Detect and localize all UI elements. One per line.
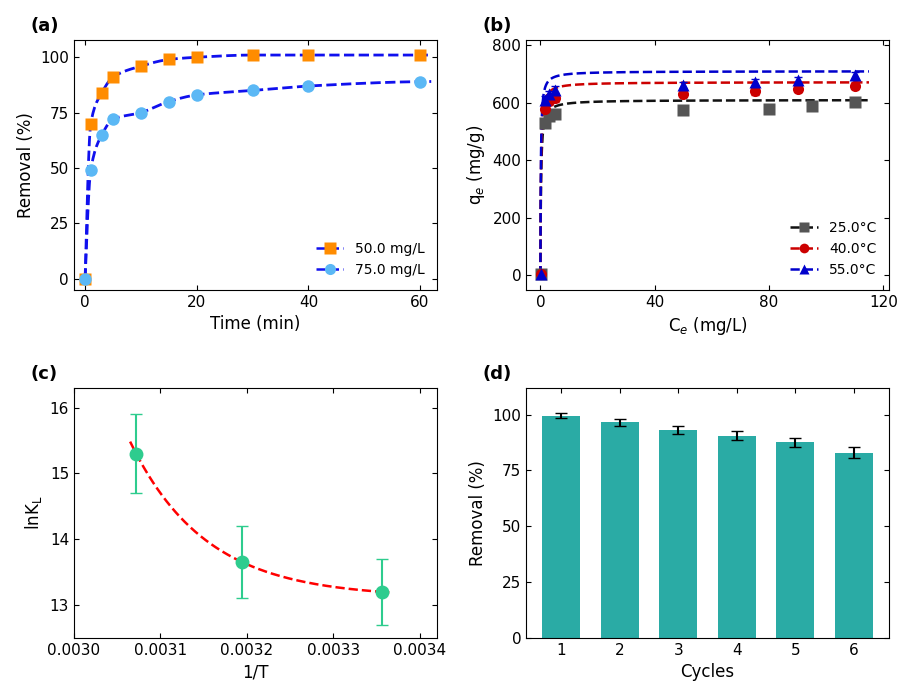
Text: (b): (b) [482,17,512,34]
Y-axis label: lnK$_\mathregular{L}$: lnK$_\mathregular{L}$ [23,496,44,530]
Bar [717,436,756,638]
Y-axis label: Removal (%): Removal (%) [468,460,487,566]
Y-axis label: Removal (%): Removal (%) [16,112,35,218]
Bar [543,416,580,638]
Bar [776,443,814,638]
Legend: 50.0 mg/L, 75.0 mg/L: 50.0 mg/L, 75.0 mg/L [310,237,430,283]
Legend: 25.0°C, 40.0°C, 55.0°C: 25.0°C, 40.0°C, 55.0°C [785,216,882,283]
Text: (d): (d) [482,365,511,383]
X-axis label: Time (min): Time (min) [210,315,300,333]
X-axis label: C$_e$ (mg/L): C$_e$ (mg/L) [668,315,748,337]
Text: (a): (a) [30,17,59,34]
Y-axis label: q$_e$ (mg/g): q$_e$ (mg/g) [465,124,487,205]
Bar [601,422,639,638]
X-axis label: 1/T: 1/T [242,663,269,681]
Text: (c): (c) [30,365,58,383]
Bar [660,430,697,638]
Bar [834,452,873,638]
X-axis label: Cycles: Cycles [681,663,735,681]
